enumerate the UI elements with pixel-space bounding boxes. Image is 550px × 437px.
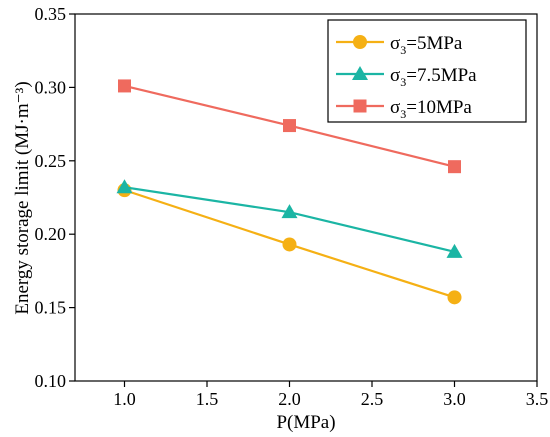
series-1 xyxy=(117,183,462,305)
axis-ticks: 1.0 1.5 2.0 2.5 3.0 3.5 0.10 0.15 0.20 0.25 0.30 0.… xyxy=(35,4,549,409)
y-tick-label: 0.20 xyxy=(35,224,67,244)
data-point xyxy=(447,290,462,305)
plot-frame xyxy=(74,13,538,382)
data-point xyxy=(116,179,133,194)
legend-label: σ3=7.5MPa xyxy=(390,65,477,89)
legend-item: σ3=10MPa xyxy=(336,97,472,121)
data-point xyxy=(281,204,298,219)
data-point xyxy=(448,160,461,174)
legend-marker xyxy=(353,99,367,113)
x-tick-label: 3.0 xyxy=(443,389,466,409)
x-axis-title: P(MPa) xyxy=(276,412,335,433)
data-point xyxy=(283,119,296,133)
y-tick-label: 0.30 xyxy=(35,77,67,97)
legend-label: σ3=10MPa xyxy=(390,97,472,121)
y-tick-label: 0.25 xyxy=(35,151,67,171)
legend-marker xyxy=(352,66,368,80)
y-axis-title: Energy storage limit (MJ·m⁻³) xyxy=(12,81,33,314)
y-tick-label: 0.35 xyxy=(35,4,67,24)
legend: σ3=5MPa σ3=7.5MPa σ3=10MPa xyxy=(327,19,527,123)
y-tick-label: 0.10 xyxy=(35,371,67,391)
legend-item: σ3=5MPa xyxy=(336,33,463,57)
series-3 xyxy=(118,79,461,174)
data-point xyxy=(282,237,297,252)
x-tick-label: 1.0 xyxy=(113,389,136,409)
legend-marker xyxy=(353,35,367,49)
series-2 xyxy=(116,179,463,258)
x-tick-label: 2.5 xyxy=(361,389,384,409)
legend-item: σ3=7.5MPa xyxy=(336,65,477,89)
x-tick-label: 2.0 xyxy=(278,389,301,409)
series-layer xyxy=(116,79,463,305)
data-point xyxy=(446,243,463,258)
x-tick-label: 3.5 xyxy=(526,389,549,409)
y-tick-label: 0.15 xyxy=(35,298,67,318)
x-tick-label: 1.5 xyxy=(196,389,219,409)
data-point xyxy=(118,79,131,93)
legend-label: σ3=5MPa xyxy=(390,33,463,57)
